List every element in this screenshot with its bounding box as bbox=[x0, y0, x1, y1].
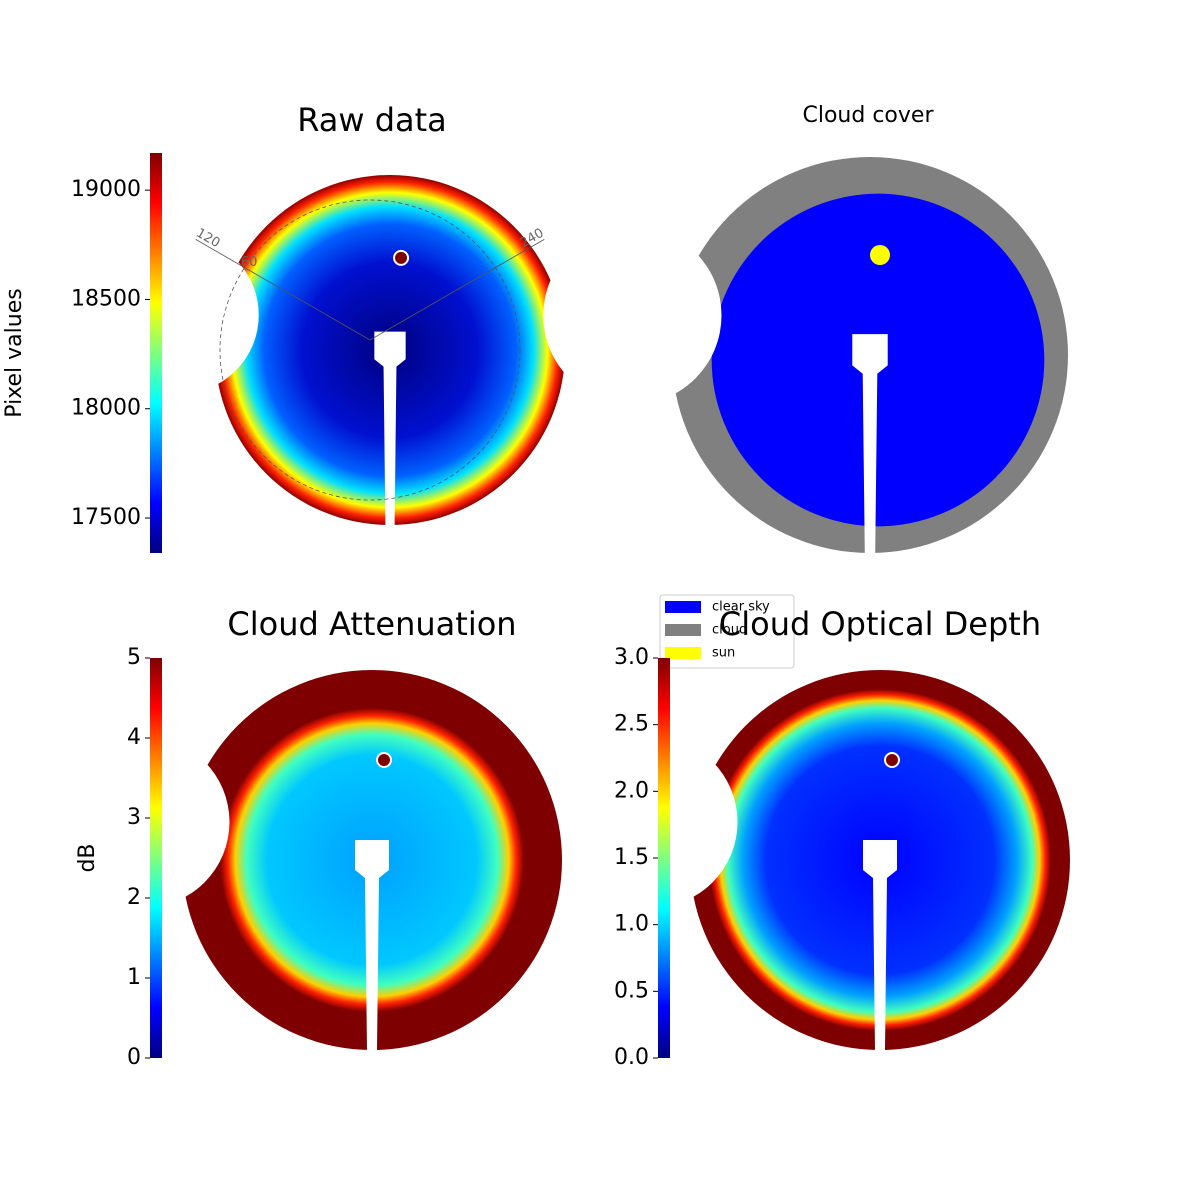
legend-swatch bbox=[665, 647, 701, 659]
colorbar-tick-label: 0.0 bbox=[614, 1045, 649, 1070]
mast bbox=[374, 331, 406, 525]
colorbar-tick-label: 3.0 bbox=[614, 645, 649, 670]
colorbar-tick-label: 4 bbox=[127, 725, 141, 750]
colorbar-tick-label: 2 bbox=[127, 885, 141, 910]
colorbar bbox=[150, 153, 162, 553]
colorbar-tick-label: 3 bbox=[127, 805, 141, 830]
colorbar bbox=[658, 658, 670, 1058]
notch bbox=[58, 736, 230, 908]
legend: clear sky cloud sun bbox=[659, 594, 795, 669]
colorbar-tick-label: 2.0 bbox=[614, 778, 649, 803]
azimuth-line bbox=[369, 239, 545, 341]
legend-label: sun bbox=[712, 646, 735, 661]
sun-region bbox=[870, 245, 890, 265]
zenith-label: 60 bbox=[241, 255, 258, 270]
colorbar-tick-label: 0.5 bbox=[614, 978, 649, 1003]
colorbar-label: dB bbox=[75, 843, 100, 872]
legend-label: cloud bbox=[712, 623, 747, 638]
panel-title: Cloud Optical Depth bbox=[719, 605, 1041, 643]
notch bbox=[101, 236, 259, 394]
legend-swatch bbox=[665, 624, 701, 636]
legend-label: clear sky bbox=[712, 600, 770, 615]
colorbar-tick-label: 1 bbox=[127, 965, 141, 990]
colorbar-tick-label: 18000 bbox=[71, 396, 141, 421]
azimuth-line bbox=[195, 239, 371, 341]
colorbar-tick-label: 18500 bbox=[71, 286, 141, 311]
colorbar-tick-label: 0 bbox=[127, 1045, 141, 1070]
colorbar-tick-label: 2.5 bbox=[614, 712, 649, 737]
colorbar bbox=[150, 658, 162, 1058]
panel-title: Raw data bbox=[297, 101, 447, 139]
azimuth-label: 240 bbox=[518, 226, 547, 251]
colorbar-tick-label: 5 bbox=[127, 645, 141, 670]
sun bbox=[884, 752, 900, 768]
sun bbox=[376, 752, 392, 768]
legend-swatch bbox=[665, 601, 701, 613]
notch bbox=[543, 226, 722, 405]
mast bbox=[863, 840, 897, 1050]
panels: 1 2 0 60 240 17500 18000 18500 19000 Pixel values… bbox=[2, 101, 1070, 1070]
sun bbox=[393, 249, 410, 266]
colorbar-tick-label: 1.0 bbox=[614, 912, 649, 937]
panel-title: Cloud Attenuation bbox=[227, 605, 516, 643]
zenith-ring bbox=[219, 199, 521, 501]
notch bbox=[566, 736, 738, 908]
panel-title: Cloud cover bbox=[803, 103, 935, 128]
mast bbox=[355, 840, 389, 1050]
mast bbox=[852, 334, 888, 553]
colorbar-tick-label: 1.5 bbox=[614, 845, 649, 870]
colorbar-tick-label: 17500 bbox=[71, 505, 141, 530]
colorbar-label: Pixel values bbox=[2, 288, 27, 417]
colorbar-tick-label: 19000 bbox=[71, 177, 141, 202]
